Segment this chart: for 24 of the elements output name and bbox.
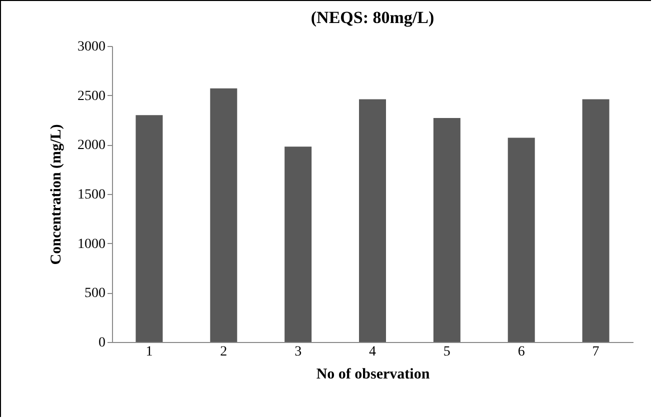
y-tick-label: 2000 [78,138,106,154]
bar [210,88,238,342]
bar [359,99,386,342]
y-axis-title: Concentration (mg/L) [48,124,64,265]
bar [508,138,535,342]
x-tick-label: 3 [294,344,302,360]
x-tick-label: 4 [369,344,376,360]
bar [582,99,610,342]
chart-title: (NEQS: 80mg/L) [310,8,434,27]
y-tick-label: 0 [98,336,106,350]
bar [433,118,460,342]
x-tick-label: 1 [146,344,153,360]
y-tick-label: 3000 [78,40,106,54]
x-axis-title: No of observation [316,366,430,382]
x-tick-label: 6 [518,344,525,360]
y-tick-label: 1500 [78,188,106,202]
bar [136,115,163,342]
x-tick-label: 5 [443,344,450,360]
x-tick-label: 2 [220,344,228,360]
bar [284,146,312,342]
x-tick-label: 7 [592,344,600,360]
y-tick-label: 2500 [78,88,106,104]
y-tick-label: 500 [84,286,106,302]
y-tick-label: 1000 [78,236,106,252]
